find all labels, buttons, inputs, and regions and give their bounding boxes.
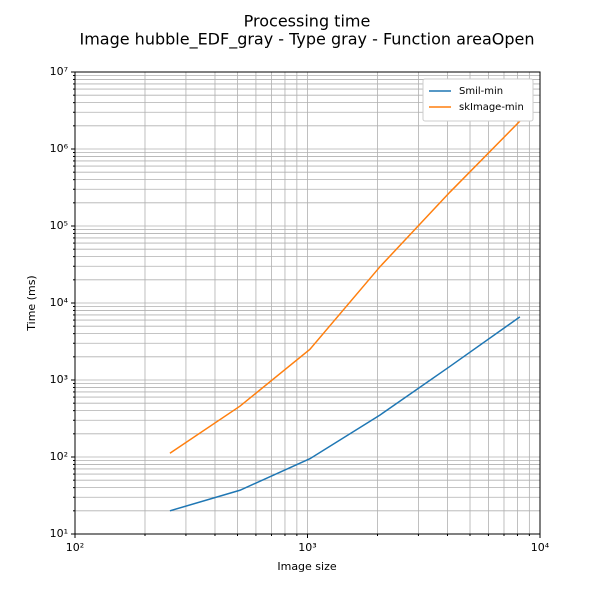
- y-tick-label: 10¹: [50, 527, 68, 540]
- y-tick-label: 10²: [50, 450, 68, 463]
- y-tick-label: 10⁷: [50, 65, 68, 78]
- y-axis-label: Time (ms): [25, 275, 38, 331]
- x-tick-label: 10³: [298, 541, 316, 554]
- x-tick-label: 10⁴: [531, 541, 550, 554]
- legend-box: [422, 78, 534, 122]
- series-line: [169, 120, 521, 454]
- legend: Smil-min skImage-min: [422, 78, 534, 122]
- y-tick-label: 10⁴: [50, 296, 69, 309]
- legend-label: Smil-min: [459, 86, 503, 97]
- y-tick-label: 10⁶: [50, 142, 69, 155]
- legend-label: skImage-min: [459, 102, 524, 113]
- x-axis-label: Image size: [277, 560, 337, 573]
- y-tick-label: 10³: [50, 373, 68, 386]
- chart-subtitle: Image hubble_EDF_gray - Type gray - Func…: [79, 30, 534, 50]
- chart-title: Processing time: [244, 12, 371, 31]
- y-tick-label: 10⁵: [50, 219, 68, 232]
- plot-frame: [74, 71, 541, 535]
- x-tick-label: 10²: [66, 541, 84, 554]
- series-line: [169, 316, 521, 512]
